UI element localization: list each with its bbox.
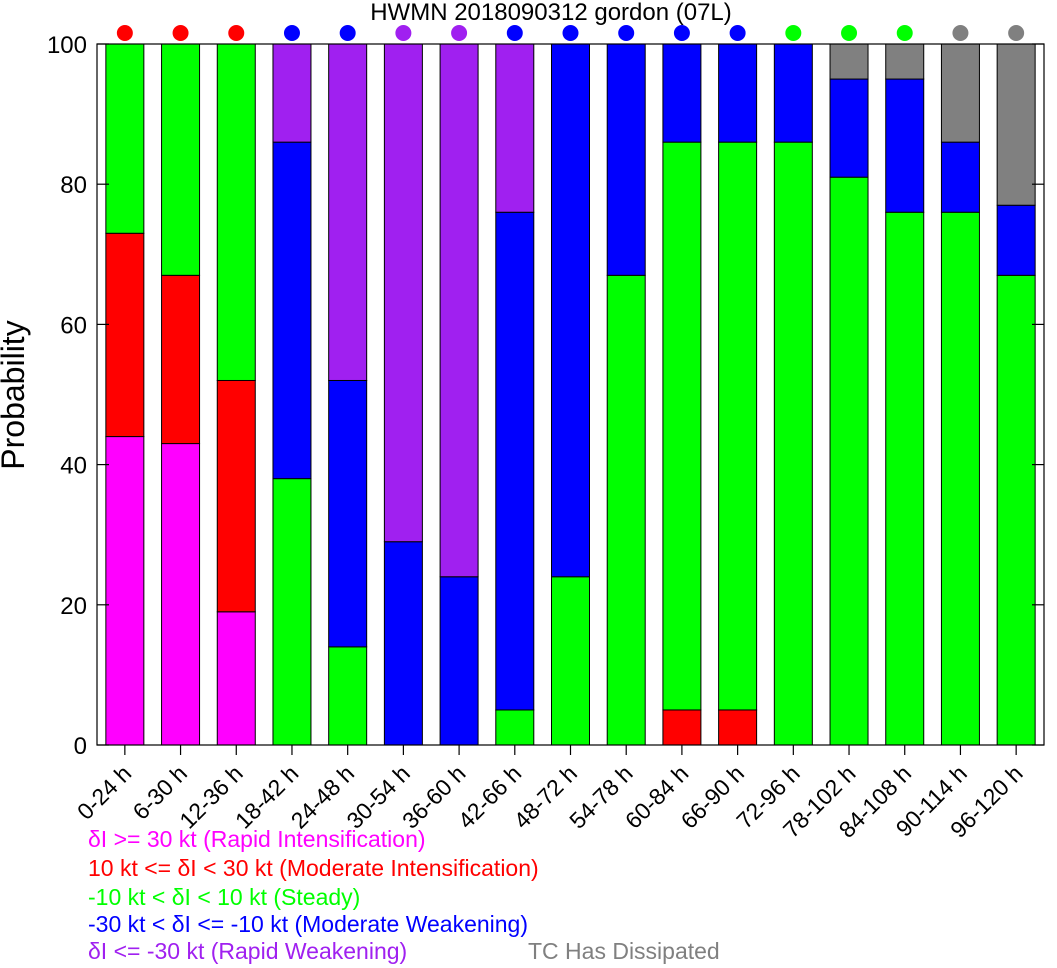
bar-segment-mw [940,141,980,213]
top-marker-dot [339,25,356,41]
top-marker-dot [172,25,189,41]
bar-segment-mi [161,274,201,445]
top-marker-dot [952,25,969,41]
top-marker-dot [116,25,133,41]
bar-segment-rw [272,43,312,143]
top-marker-dot [506,25,523,41]
bar-segment-st [829,176,869,746]
y-tick-label: 20 [60,593,87,620]
bar-segment-st [773,141,813,746]
bar-segment-ri [161,443,201,746]
bar-segment-dis [996,43,1036,206]
bar-segment-st [940,211,980,746]
bar-segment-dis [829,43,869,80]
y-tick-label: 60 [60,312,87,339]
bar-segment-mw [383,541,423,746]
top-marker-dot [451,25,468,41]
bar-segment-st [885,211,925,746]
bar-segment-mw [551,43,590,578]
top-marker-dot [673,25,690,41]
bar-segment-mw [718,43,758,143]
top-marker-dot [1008,25,1025,41]
top-marker-dot [562,25,579,41]
bar-segment-mw [996,204,1036,276]
bar-segment-mw [328,379,368,648]
bar-segment-mw [885,78,925,213]
bar-segment-st [996,274,1036,746]
legend-entry-rapid-intensification: δI >= 30 kt (Rapid Intensification) [88,826,426,852]
legend-entry-moderate-intensification: 10 kt <= δI < 30 kt (Moderate Intensific… [88,855,539,881]
legend-entry-dissipated: TC Has Dissipated [528,938,720,964]
bar-segment-st [328,646,368,746]
bar-segment-rw [439,43,479,578]
bar-segment-st [272,478,312,746]
top-marker-dot [395,25,412,41]
bar-segment-mw [829,78,869,178]
bar-segment-dis [940,43,980,143]
bar-segment-mi [216,379,256,613]
y-tick-label: 80 [60,172,87,199]
top-marker-dot [841,25,858,41]
bar-segment-rw [383,43,423,543]
bar-segment-mw [439,576,479,746]
legend-entry-rapid-weakening: δI <= -30 kt (Rapid Weakening) [88,938,408,964]
legend-entry-steady: -10 kt < δI < 10 kt (Steady) [88,884,361,910]
bar-segment-st [105,43,145,234]
bar-segment-mw [606,43,646,276]
bar-segment-st [606,274,646,746]
bars-layer [105,43,1036,746]
y-tick-label: 40 [60,453,87,480]
top-marker-dot [785,25,802,41]
bar-segment-dis [885,43,925,80]
bar-segment-st [662,141,702,711]
y-axis-label: Probability [0,320,31,469]
bar-segment-rw [328,43,368,381]
y-axis: 0 20 40 60 80 100 [47,32,1044,760]
bar-segment-st [718,141,758,711]
x-tick-label: 0-24 h [72,760,137,825]
bar-segment-st [216,43,256,381]
chart-title: HWMN 2018090312 gordon (07L) [370,0,732,26]
bar-segment-mw [272,141,312,480]
bar-segment-ri [105,436,145,746]
bar-segment-mw [773,43,813,143]
bar-segment-mi [718,709,758,746]
bar-segment-st [551,576,590,746]
bar-segment-mw [662,43,702,143]
top-marker-dot [228,25,245,41]
bar-segment-st [495,709,535,746]
top-marker-dot [896,25,913,41]
bar-segment-mw [495,211,535,711]
bar-segment-rw [495,43,535,213]
bar-segment-mi [662,709,702,746]
top-marker-dot [618,25,635,41]
bar-segment-mi [105,232,145,438]
top-markers [116,25,1025,41]
bar-segment-ri [216,611,256,746]
y-tick-label: 0 [74,733,87,760]
y-tick-label: 100 [47,32,87,59]
bar-segment-st [161,43,201,276]
legend-entry-moderate-weakening: -30 kt < δI <= -10 kt (Moderate Weakenin… [88,911,529,937]
top-marker-dot [729,25,746,41]
top-marker-dot [283,25,300,41]
